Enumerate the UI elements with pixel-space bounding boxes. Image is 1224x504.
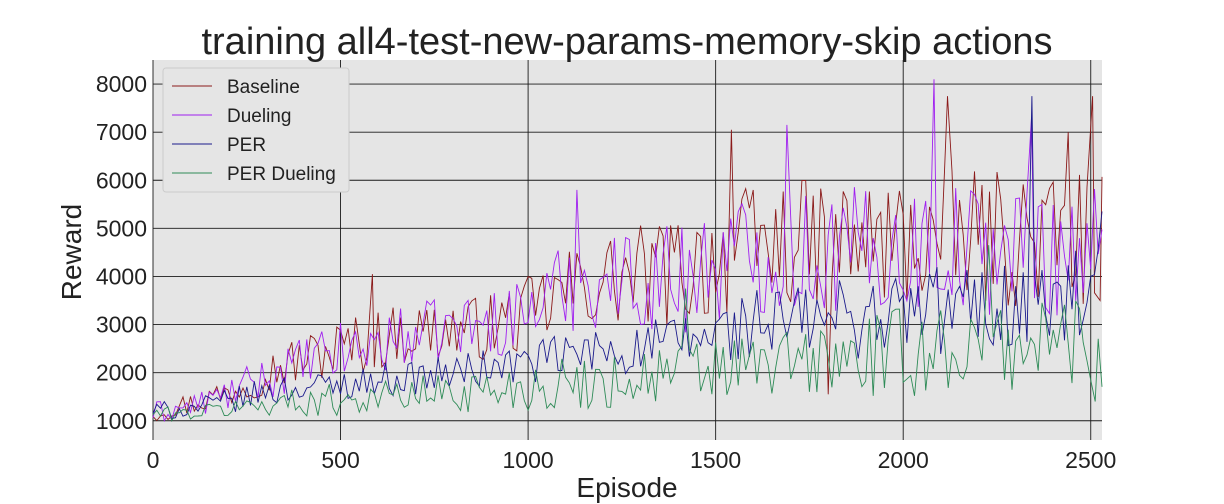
x-tick-label: 1500: [690, 447, 741, 473]
tick-layer: 0 500 1000 1500 2000 2500 1000 2000 3000 4000 5000…: [96, 71, 1117, 473]
x-tick-label: 1000: [503, 447, 554, 473]
y-tick-label: 5000: [96, 215, 147, 241]
series-line-dueling: [152, 79, 1103, 423]
legend-box: [162, 67, 350, 193]
y-tick-label: 8000: [96, 71, 147, 97]
y-tick-label: 4000: [96, 263, 147, 289]
x-axis-label: Episode: [576, 472, 677, 503]
x-tick-label: 500: [321, 447, 359, 473]
legend-label: Dueling: [227, 106, 291, 127]
y-tick-label: 3000: [96, 312, 147, 338]
legend: Baseline Dueling PER PER Dueling: [162, 67, 350, 193]
legend-label: Baseline: [227, 77, 300, 98]
y-tick-label: 2000: [96, 360, 147, 386]
chart-title: training all4-test-new-params-memory-ski…: [201, 21, 1052, 63]
y-tick-label: 6000: [96, 167, 147, 193]
y-tick-label: 1000: [96, 408, 147, 434]
legend-label: PER: [227, 135, 266, 156]
x-tick-label: 0: [147, 447, 160, 473]
series-line-per-dueling: [152, 245, 1103, 423]
series-layer: [152, 79, 1103, 423]
y-axis-label: Reward: [56, 204, 87, 300]
series-line-baseline: [152, 96, 1103, 422]
x-tick-label: 2000: [878, 447, 929, 473]
y-tick-label: 7000: [96, 119, 147, 145]
series-line-per: [152, 96, 1103, 420]
x-tick-label: 2500: [1065, 447, 1116, 473]
legend-label: PER Dueling: [227, 164, 336, 185]
